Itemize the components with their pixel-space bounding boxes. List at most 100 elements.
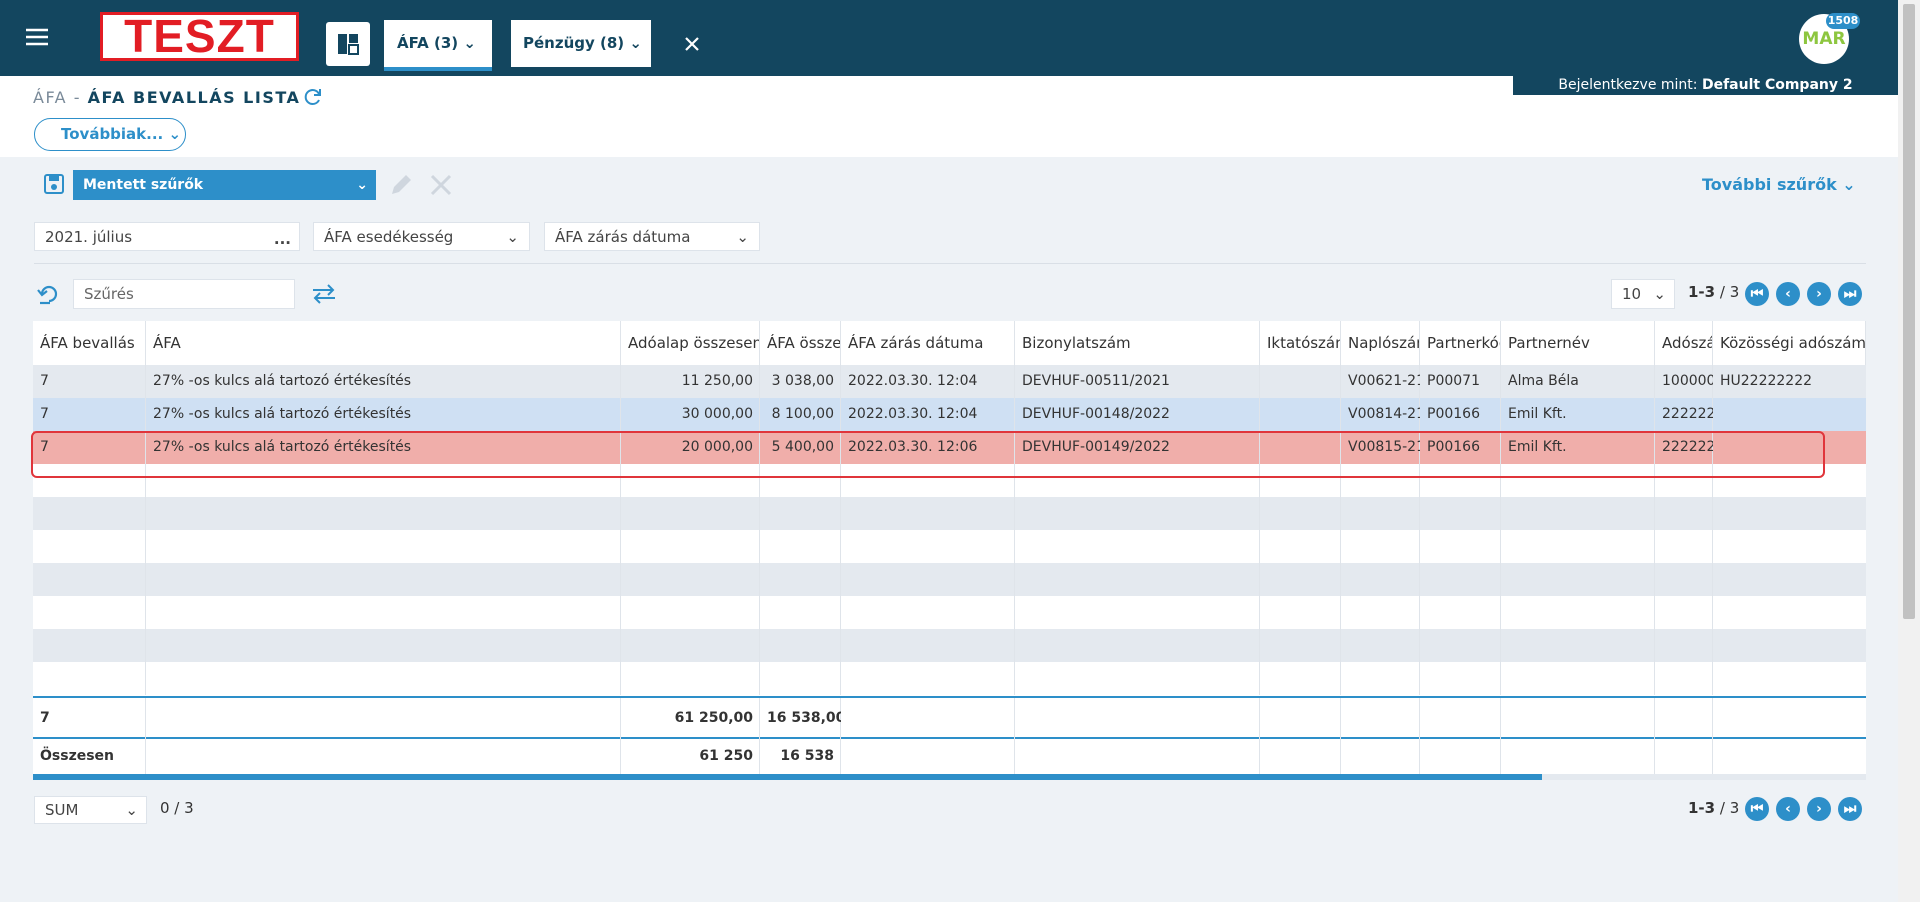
badge: 1508: [1826, 13, 1860, 29]
cell: DEVHUF-00511/2021: [1022, 373, 1170, 389]
column-divider: [1419, 662, 1420, 695]
tab[interactable]: Pénzügy (8) ⌄: [511, 20, 651, 67]
total-border: [33, 696, 1866, 698]
swap-icon[interactable]: [311, 284, 337, 304]
total-border: [33, 737, 1866, 739]
table-row[interactable]: [33, 398, 1866, 431]
column-divider: [1340, 563, 1341, 596]
total-cell: 61 250,00: [674, 710, 753, 726]
pager-button[interactable]: ‹: [1776, 282, 1800, 306]
logo[interactable]: TESZT: [100, 12, 299, 61]
cell: 7: [40, 439, 49, 455]
period-input[interactable]: 2021. július...: [34, 222, 300, 251]
close-tabs[interactable]: [684, 36, 700, 52]
column-divider: [1259, 629, 1260, 662]
pager-button[interactable]: ⏮: [1745, 282, 1769, 306]
close-date-select[interactable]: ÁFA zárás dátuma ⌄: [544, 222, 760, 251]
column-divider: [1014, 530, 1015, 563]
login-info: Bejelentkezve mint: Default Company 2: [1513, 76, 1898, 95]
column-divider: [145, 398, 146, 431]
column-divider: [1419, 698, 1420, 774]
column-divider: [840, 629, 841, 662]
column-divider: [1654, 629, 1655, 662]
column-divider: [1340, 365, 1341, 398]
column-divider: [840, 698, 841, 774]
column-divider: [840, 563, 841, 596]
table-row: [33, 530, 1866, 563]
header-row: [33, 321, 1866, 366]
more-filters[interactable]: További szűrők ⌄: [1702, 175, 1856, 194]
cell: 11 250,00: [681, 373, 753, 389]
pager-button[interactable]: ‹: [1776, 797, 1800, 821]
refresh-icon[interactable]: [303, 87, 323, 107]
column-header[interactable]: Adóalap összesen: [621, 321, 760, 365]
column-divider: [1654, 662, 1655, 695]
tab[interactable]: ÁFA (3) ⌄: [384, 20, 492, 71]
column-divider: [1712, 398, 1713, 431]
column-divider: [1259, 497, 1260, 530]
h-scroll-thumb: [33, 774, 1542, 780]
column-header[interactable]: ÁFA zárás dátuma: [841, 321, 1015, 365]
column-divider: [759, 530, 760, 563]
column-divider: [620, 497, 621, 530]
column-divider: [145, 530, 146, 563]
cell: 27% -os kulcs alá tartozó értékesítés: [153, 439, 412, 455]
pager-button[interactable]: ⏮: [1745, 797, 1769, 821]
column-divider: [1654, 464, 1655, 497]
column-header[interactable]: ÁFA összeg: [760, 321, 841, 365]
pager-button[interactable]: ›: [1807, 797, 1831, 821]
cell: Emil Kft.: [1508, 439, 1567, 455]
save-icon[interactable]: [43, 173, 65, 195]
column-divider: [1654, 563, 1655, 596]
reset-icon[interactable]: [37, 283, 61, 305]
column-divider: [1014, 629, 1015, 662]
column-divider: [1014, 431, 1015, 464]
due-select[interactable]: ÁFA esedékesség ⌄: [313, 222, 530, 251]
aggregate-select[interactable]: SUM ⌄: [34, 796, 147, 824]
column-header[interactable]: Partnernév: [1501, 321, 1655, 365]
delete-icon[interactable]: [430, 174, 452, 196]
edit-icon[interactable]: [388, 172, 414, 198]
page-size[interactable]: 10 ⌄: [1611, 279, 1675, 309]
column-divider: [1654, 497, 1655, 530]
column-header[interactable]: Közösségi adószám: [1713, 321, 1866, 365]
table-row: [33, 629, 1866, 662]
column-header[interactable]: ÁFA bevallás: [33, 321, 146, 365]
pager-button[interactable]: ›: [1807, 282, 1831, 306]
cell: 27% -os kulcs alá tartozó értékesítés: [153, 373, 412, 389]
column-divider: [759, 497, 760, 530]
cell: P00166: [1427, 406, 1480, 422]
cell: DEVHUF-00149/2022: [1022, 439, 1170, 455]
column-header[interactable]: ÁFA: [146, 321, 621, 365]
pager-button[interactable]: ⏭: [1838, 282, 1862, 306]
total-cell: 7: [40, 710, 50, 726]
column-divider: [1500, 662, 1501, 695]
cell: 7: [40, 406, 49, 422]
column-header[interactable]: Partnerkód: [1420, 321, 1501, 365]
column-divider: [840, 365, 841, 398]
total-cell: 16 538: [780, 748, 834, 764]
saved-filters[interactable]: Mentett szűrők ⌄: [73, 170, 376, 200]
column-header[interactable]: Adószám: [1655, 321, 1713, 365]
cell: V00621-21: [1348, 373, 1420, 389]
column-divider: [1500, 530, 1501, 563]
more-button[interactable]: Továbbiak... ⌄: [34, 118, 186, 151]
page-header: [1513, 95, 1898, 157]
table-row[interactable]: [33, 365, 1866, 398]
column-divider: [1014, 662, 1015, 695]
cell: V00814-21: [1348, 406, 1420, 422]
column-header[interactable]: Naplószám: [1341, 321, 1420, 365]
column-header[interactable]: Iktatószám: [1260, 321, 1341, 365]
column-divider: [145, 497, 146, 530]
column-divider: [1340, 464, 1341, 497]
dashboard-button[interactable]: [326, 22, 370, 66]
pager-button[interactable]: ⏭: [1838, 797, 1862, 821]
cell: 30 000,00: [681, 406, 753, 422]
search-input[interactable]: Szűrés: [73, 279, 295, 309]
column-divider: [1014, 596, 1015, 629]
column-header[interactable]: Bizonylatszám: [1015, 321, 1260, 365]
column-divider: [620, 398, 621, 431]
table-row[interactable]: [33, 431, 1866, 464]
menu-icon[interactable]: [26, 28, 48, 46]
